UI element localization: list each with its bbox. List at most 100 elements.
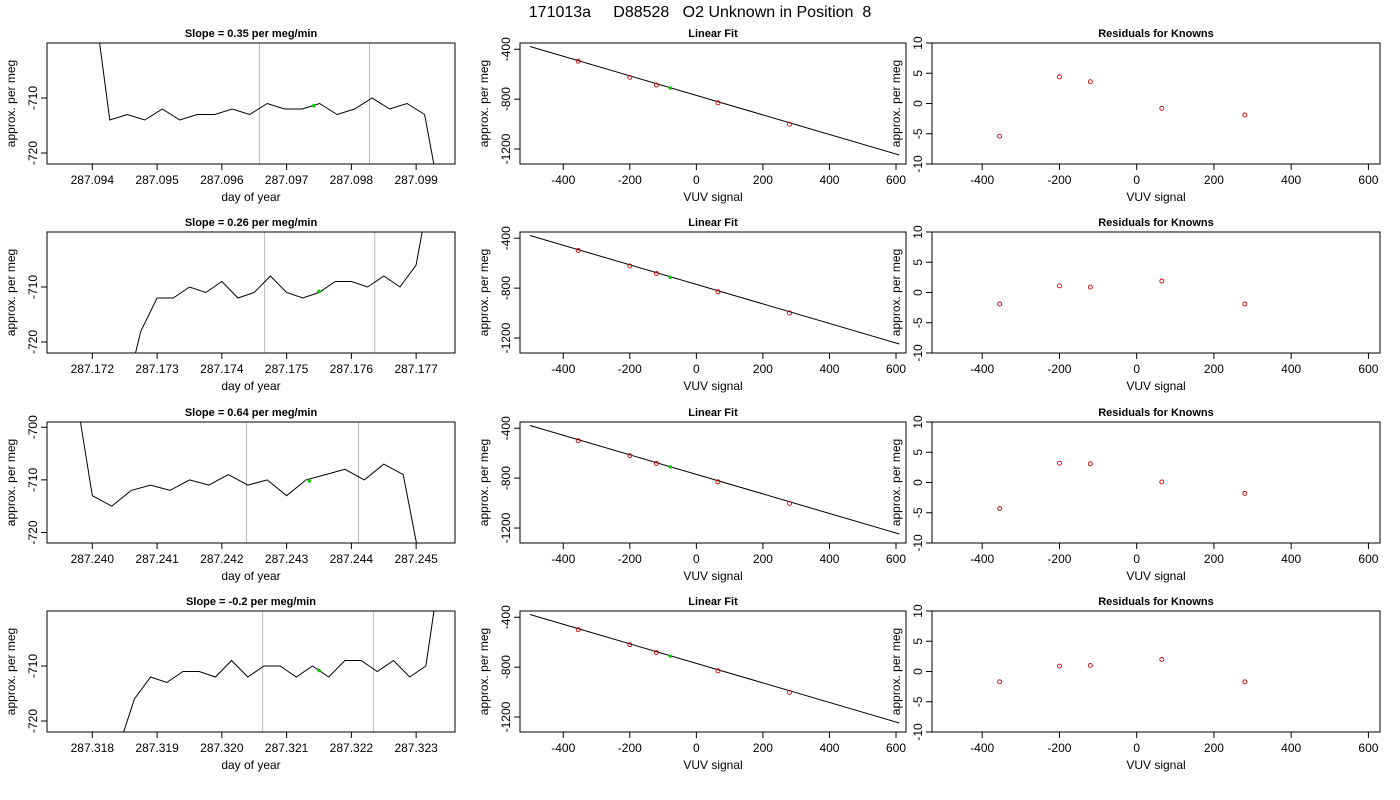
plot-frame: [46, 421, 456, 544]
y-tick-label: -710: [26, 275, 40, 299]
plot-area: [997, 74, 1248, 139]
y-axis-label: approx. per meg: [477, 60, 491, 147]
plot-frame: [519, 610, 907, 733]
y-tick-label: -10: [911, 344, 925, 362]
x-tick-label: 200: [753, 552, 773, 566]
unknown-point: [312, 103, 316, 108]
plot-frame: [931, 421, 1381, 544]
x-tick-label: 0: [1133, 552, 1140, 566]
y-tick-label: -5: [911, 128, 925, 139]
x-axis-label: day of year: [221, 569, 280, 583]
panel-title: Linear Fit: [688, 596, 738, 608]
residual-point: [1159, 656, 1165, 662]
fit-line: [529, 235, 900, 345]
x-tick-label: 287.096: [200, 173, 244, 187]
y-tick-label: -1200: [499, 322, 513, 353]
y-axis-label: approx. per meg: [4, 628, 18, 715]
x-tick-label: 600: [1358, 741, 1378, 755]
y-tick-label: -400: [499, 226, 513, 250]
x-tick-label: 287.175: [265, 362, 309, 376]
panel-title: Residuals for Knowns: [1098, 28, 1214, 40]
plot-frame: [931, 610, 1381, 733]
x-tick-label: -200: [1047, 362, 1071, 376]
known-point: [715, 289, 721, 295]
x-tick-label: -400: [551, 552, 575, 566]
panel-2-3: Residuals for Knowns -400 -200 0 200 400 600 -1…: [889, 217, 1381, 393]
residual-point: [1242, 679, 1248, 685]
residual-point: [1087, 79, 1093, 85]
x-tick-label: 287.095: [135, 173, 179, 187]
y-tick-label: -800: [499, 466, 513, 490]
y-tick-label: -710: [26, 86, 40, 110]
series-line: [79, 422, 417, 543]
panel-title: Slope = -0.2 per meg/min: [186, 596, 316, 608]
known-point: [787, 310, 792, 316]
plot-area: [123, 611, 435, 732]
x-tick-label: -200: [618, 552, 642, 566]
unknown-point: [668, 275, 673, 280]
y-tick-label: -1200: [499, 701, 513, 732]
residual-point: [1159, 479, 1165, 485]
series-line: [123, 611, 435, 732]
x-axis-label: VUV signal: [1126, 569, 1185, 583]
residual-point: [997, 133, 1003, 139]
y-tick-label: -720: [26, 709, 40, 733]
y-tick-label: 10: [911, 36, 925, 50]
fit-line: [529, 46, 900, 156]
x-tick-label: 400: [819, 552, 839, 566]
residual-point: [1056, 460, 1062, 466]
residual-point: [1056, 663, 1062, 669]
known-point: [715, 479, 721, 485]
x-tick-label: 600: [1358, 173, 1378, 187]
y-tick-label: 5: [911, 259, 925, 266]
x-tick-label: 287.098: [330, 173, 374, 187]
y-axis-label: approx. per meg: [889, 249, 903, 336]
x-tick-label: 287.173: [135, 362, 179, 376]
known-point: [715, 100, 721, 106]
x-axis-label: day of year: [221, 190, 280, 204]
residual-point: [1056, 283, 1062, 289]
panel-1-3: Residuals for Knowns -400 -200 0 200 400 600 -1…: [889, 28, 1381, 204]
known-point: [715, 668, 721, 674]
y-tick-label: 10: [911, 225, 925, 239]
residual-point: [1159, 105, 1165, 111]
residual-point: [997, 679, 1003, 685]
x-tick-label: -400: [551, 362, 575, 376]
known-point: [575, 58, 581, 64]
x-tick-label: 287.177: [394, 362, 438, 376]
residual-point: [1087, 461, 1093, 467]
panel-3-3: Residuals for Knowns -400 -200 0 200 400 600 -1…: [889, 407, 1381, 583]
panel-4-1: Slope = -0.2 per meg/min 287.318 287.319 28…: [4, 596, 456, 772]
x-axis-label: day of year: [221, 379, 280, 393]
x-tick-label: 400: [1281, 552, 1301, 566]
x-tick-label: 400: [819, 741, 839, 755]
unknown-point: [668, 654, 673, 658]
x-tick-label: 287.243: [265, 552, 309, 566]
x-tick-label: 600: [886, 552, 906, 566]
x-tick-label: -200: [618, 173, 642, 187]
y-tick-label: -10: [911, 155, 925, 173]
y-tick-label: -710: [26, 654, 40, 678]
x-tick-label: 287.094: [71, 173, 115, 187]
x-tick-label: 200: [753, 173, 773, 187]
x-tick-label: 400: [1281, 741, 1301, 755]
x-tick-label: 0: [1133, 741, 1140, 755]
panel-title: Slope = 0.26 per meg/min: [185, 217, 318, 229]
x-tick-label: 400: [1281, 173, 1301, 187]
y-axis-label: approx. per meg: [889, 439, 903, 526]
y-tick-label: 10: [911, 604, 925, 618]
x-tick-label: -400: [551, 173, 575, 187]
y-tick-label: -5: [911, 696, 925, 707]
panel-title: Residuals for Knowns: [1098, 217, 1214, 229]
x-tick-label: 287.320: [200, 741, 244, 755]
x-tick-label: -400: [970, 362, 994, 376]
x-tick-label: 287.318: [71, 741, 115, 755]
x-axis-label: VUV signal: [683, 758, 742, 772]
x-tick-label: 600: [886, 173, 906, 187]
panel-title: Linear Fit: [688, 217, 738, 229]
y-tick-label: -720: [26, 141, 40, 165]
unknown-point: [317, 289, 321, 294]
known-point: [575, 248, 581, 253]
y-tick-label: -10: [911, 723, 925, 741]
y-tick-label: -710: [26, 468, 40, 492]
